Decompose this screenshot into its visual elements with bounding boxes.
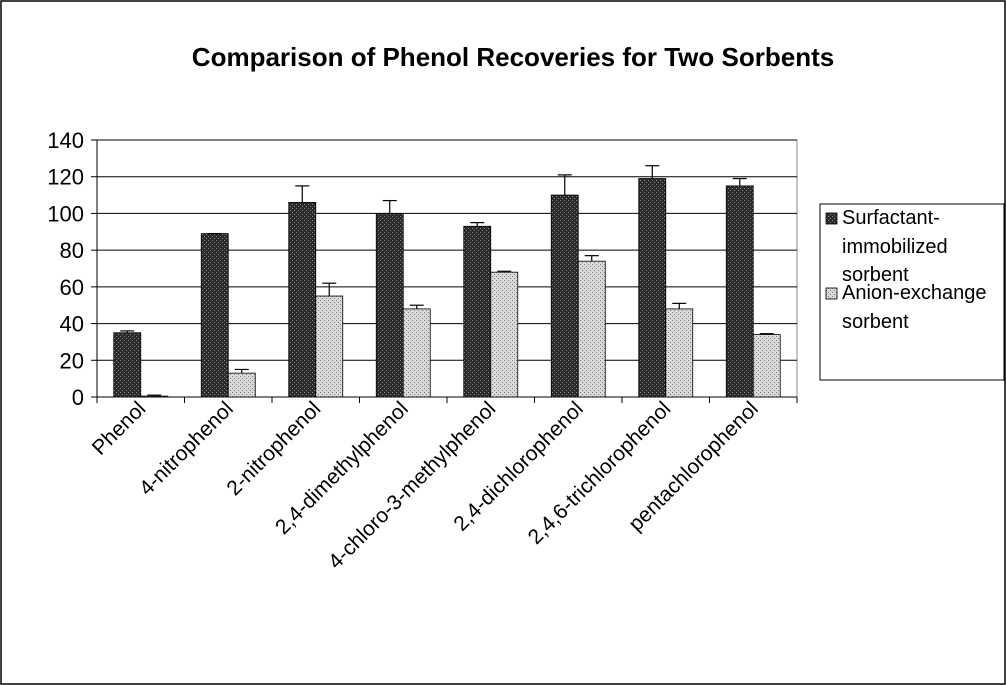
error-bar	[120, 330, 135, 333]
error-bar	[234, 368, 249, 374]
bar	[113, 332, 142, 398]
error-bar	[382, 199, 397, 214]
y-tick-label: 140	[47, 128, 84, 153]
error-bar	[147, 394, 162, 397]
bar	[402, 308, 431, 398]
error-bar	[732, 177, 747, 186]
legend-swatch	[825, 287, 838, 300]
bar	[752, 334, 781, 398]
error-bar	[672, 302, 687, 309]
legend-box	[819, 203, 1005, 381]
y-tick-label: 80	[60, 238, 84, 263]
error-bar	[759, 333, 774, 335]
error-bar	[584, 255, 599, 262]
bar	[200, 233, 229, 398]
bar	[577, 260, 606, 398]
bar	[550, 194, 579, 398]
bar	[463, 225, 492, 398]
chart-title: Comparison of Phenol Recoveries for Two …	[192, 42, 834, 72]
y-tick-label: 60	[60, 275, 84, 300]
error-bar	[645, 165, 660, 179]
legend-entry: Anion-exchange sorbent	[842, 282, 987, 333]
error-bar	[497, 270, 512, 273]
legend-swatch	[825, 212, 838, 225]
legend-label: Anion-exchange sorbent	[842, 282, 987, 333]
y-tick-label: 20	[60, 348, 84, 373]
bar	[375, 213, 404, 398]
error-bar	[322, 282, 337, 297]
error-bar	[557, 174, 572, 196]
bar	[315, 295, 344, 398]
y-tick-label: 100	[47, 201, 84, 226]
y-tick-label: 40	[60, 312, 84, 337]
legend-entry: Surfactant-immobilized sorbent	[842, 207, 948, 286]
bar	[288, 202, 317, 398]
y-tick-label: 120	[47, 165, 84, 190]
error-bar	[409, 304, 424, 309]
bar	[227, 372, 256, 398]
bar	[725, 185, 754, 398]
bar	[665, 308, 694, 398]
legend-label: Surfactant-immobilized sorbent	[842, 207, 948, 286]
bar	[638, 178, 667, 398]
error-bar	[295, 185, 310, 203]
bar	[490, 271, 519, 398]
y-tick-label: 0	[72, 385, 84, 410]
error-bar	[470, 222, 485, 227]
bar	[140, 395, 169, 398]
